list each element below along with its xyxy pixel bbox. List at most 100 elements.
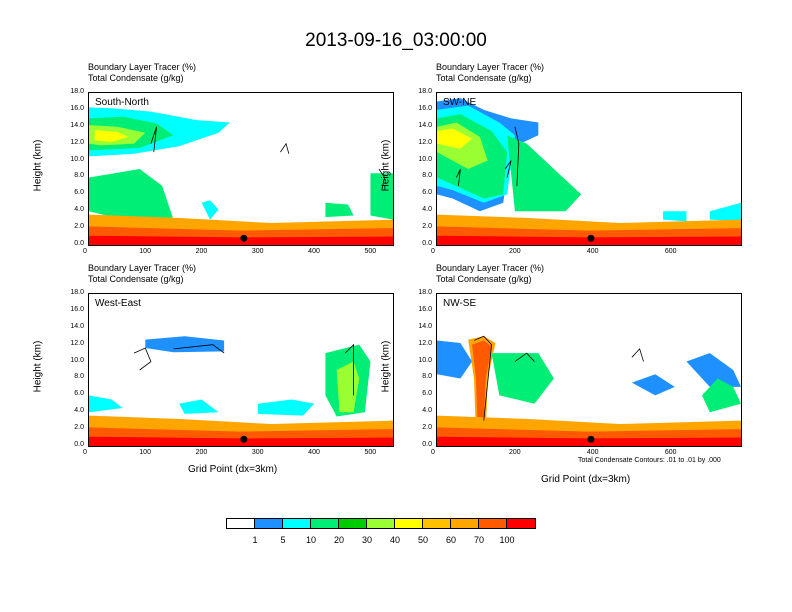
fill-region — [89, 436, 393, 446]
panel-label: SW-NE — [443, 97, 477, 108]
colorbar-label: 1 — [252, 535, 258, 545]
fill-region — [507, 135, 582, 212]
plot-sw-ne: SW-NE — [436, 92, 742, 246]
y-tick-label: 10.0 — [418, 155, 432, 163]
y-tick-label: 2.0 — [422, 223, 432, 231]
heatmap-canvas — [437, 335, 741, 446]
colorbar-label: 20 — [333, 535, 345, 545]
colorbar — [226, 518, 536, 529]
heatmap-canvas — [437, 98, 741, 245]
x-tick-label: 400 — [586, 248, 599, 255]
x-tick-label: 500 — [364, 449, 377, 456]
contour-note: Total Condensate Contours: .01 to .01 by… — [578, 457, 721, 464]
colorbar-label: 5 — [280, 535, 286, 545]
y-tick-label: 16.0 — [70, 305, 84, 313]
x-tick-label: 0 — [83, 449, 87, 456]
colorbar-label: 10 — [305, 535, 317, 545]
y-tick-label: 6.0 — [422, 189, 432, 197]
y-tick-label: 6.0 — [74, 390, 84, 398]
panel-subtitle: Boundary Layer Tracer (%) Total Condensat… — [436, 62, 544, 84]
location-marker — [240, 234, 248, 242]
colorbar-cell — [423, 519, 451, 528]
y-tick-label: 18.0 — [70, 88, 84, 95]
y-tick-label: 10.0 — [70, 155, 84, 163]
x-tick-label: 400 — [308, 449, 320, 456]
plot-south-north: South-North — [88, 92, 394, 246]
fill-region — [370, 173, 393, 220]
fill-region — [709, 202, 741, 222]
y-tick-label: 8.0 — [74, 172, 84, 180]
fill-region — [686, 353, 741, 387]
condensate-contour — [344, 343, 354, 396]
heatmap-canvas — [89, 336, 393, 446]
condensate-contour — [514, 126, 520, 186]
y-tick-label: 12.0 — [70, 339, 84, 347]
y-tick-label: 10.0 — [418, 356, 432, 364]
y-tick-label: 12.0 — [418, 138, 432, 146]
x-tick-label: 400 — [586, 449, 599, 456]
x-tick-label: 100 — [139, 248, 151, 255]
fill-region — [201, 200, 219, 220]
condensate-contour — [150, 126, 157, 153]
colorbar-label: 40 — [389, 535, 401, 545]
y-tick-label: 14.0 — [418, 322, 432, 330]
colorbar-cell — [255, 519, 283, 528]
subtitle-tracer: Boundary Layer Tracer (%) — [88, 62, 197, 72]
fill-region — [472, 340, 492, 438]
x-tick-label: 200 — [195, 248, 208, 255]
y-tick-label: 6.0 — [74, 189, 84, 197]
colorbar-label: 50 — [417, 535, 429, 545]
fill-region — [145, 336, 225, 353]
fill-region — [437, 340, 473, 379]
y-tick-label: 2.0 — [74, 223, 84, 231]
colorbar-cell — [339, 519, 367, 528]
subtitle-condensate: Total Condensate (g/kg) — [436, 274, 532, 284]
x-tick-label: 0 — [431, 449, 435, 456]
condensate-contour — [173, 344, 225, 354]
x-tick-label: 400 — [308, 248, 320, 255]
y-tick-label: 12.0 — [70, 138, 84, 146]
y-tick-label: 4.0 — [74, 407, 84, 415]
condensate-contour — [456, 168, 461, 186]
x-axis-label: Grid Point (dx=3km) — [188, 464, 278, 475]
panel-label: NW-SE — [443, 298, 477, 309]
colorbar-cell — [395, 519, 423, 528]
colorbar-cell — [507, 519, 535, 528]
condensate-contour — [473, 335, 492, 421]
y-axis-label: Height (km) — [380, 139, 392, 192]
panel-label: South-North — [95, 97, 149, 108]
condensate-contour — [133, 347, 152, 371]
y-axis-label: Height (km) — [32, 139, 44, 192]
y-tick-label: 8.0 — [422, 172, 432, 180]
x-axis-label: Grid Point (dx=3km) — [541, 474, 631, 485]
x-tick-label: 300 — [251, 449, 264, 456]
figure-title: 2013-09-16_03:00:00 — [305, 30, 487, 51]
x-tick-label: 200 — [508, 449, 521, 456]
panel-label: West-East — [95, 298, 141, 309]
subtitle-tracer: Boundary Layer Tracer (%) — [436, 263, 545, 273]
fill-region — [437, 128, 473, 149]
y-tick-label: 0.0 — [422, 240, 432, 247]
subtitle-condensate: Total Condensate (g/kg) — [88, 73, 184, 83]
y-tick-label: 4.0 — [422, 206, 432, 214]
panel-subtitle: Boundary Layer Tracer (%) Total Condensat… — [88, 263, 196, 285]
x-tick-label: 600 — [664, 449, 677, 456]
y-tick-label: 14.0 — [70, 121, 84, 129]
colorbar-cell — [367, 519, 395, 528]
y-axis-label: Height (km) — [32, 340, 44, 393]
y-tick-label: 0.0 — [74, 240, 84, 247]
colorbar-cell — [283, 519, 311, 528]
y-tick-label: 2.0 — [74, 424, 84, 432]
x-tick-label: 300 — [251, 248, 264, 255]
y-tick-label: 12.0 — [418, 339, 432, 347]
fill-region — [89, 395, 123, 413]
fill-region — [257, 399, 315, 416]
x-tick-label: 600 — [664, 248, 677, 255]
y-tick-label: 2.0 — [422, 424, 432, 432]
fill-region — [94, 130, 129, 142]
fill-region — [89, 235, 393, 245]
colorbar-cell — [227, 519, 255, 528]
colorbar-cell — [311, 519, 339, 528]
colorbar-label: 60 — [445, 535, 457, 545]
x-tick-label: 100 — [139, 449, 151, 456]
